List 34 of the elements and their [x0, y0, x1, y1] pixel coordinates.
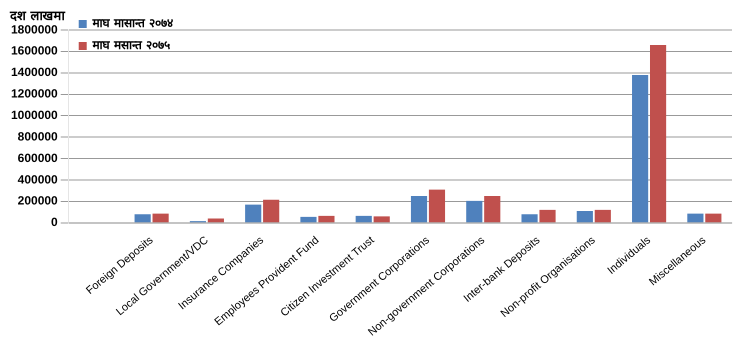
bar: [134, 214, 151, 222]
bar: [318, 216, 335, 222]
bar: [632, 74, 648, 222]
y-tick-label: 0: [51, 215, 58, 230]
bar: [300, 216, 317, 222]
bar: [650, 44, 666, 222]
y-tick-label: 1800000: [11, 22, 58, 36]
bar: [428, 190, 446, 222]
y-tick-label: 600000: [18, 150, 58, 165]
y-tick-label: 400000: [18, 172, 58, 186]
y-tick-label: 1000000: [11, 108, 58, 122]
y-tick-label: 1600000: [11, 44, 58, 58]
bar: [594, 210, 611, 222]
bar: [208, 218, 224, 222]
bar: [374, 216, 390, 222]
bar: [152, 214, 169, 222]
bar: [356, 216, 372, 222]
y-tick-label: 1400000: [11, 65, 58, 80]
bar: [410, 196, 428, 222]
bar: [263, 200, 280, 222]
legend-label: माघ मसान्त २०७५: [92, 38, 170, 52]
bar: [521, 214, 538, 222]
legend-label: माघ मासान्त २०७४: [92, 16, 174, 30]
bar: [466, 200, 482, 222]
bar: [539, 210, 556, 222]
bar: [245, 204, 262, 222]
y-axis-title: दश लाखमा: [9, 8, 66, 24]
y-tick-label: 800000: [18, 129, 58, 144]
bar: [484, 196, 500, 222]
bar: [705, 214, 722, 222]
bar: [576, 211, 593, 222]
y-tick-label: 200000: [18, 194, 58, 208]
bar: [687, 214, 704, 222]
y-tick-label: 1200000: [11, 86, 58, 101]
